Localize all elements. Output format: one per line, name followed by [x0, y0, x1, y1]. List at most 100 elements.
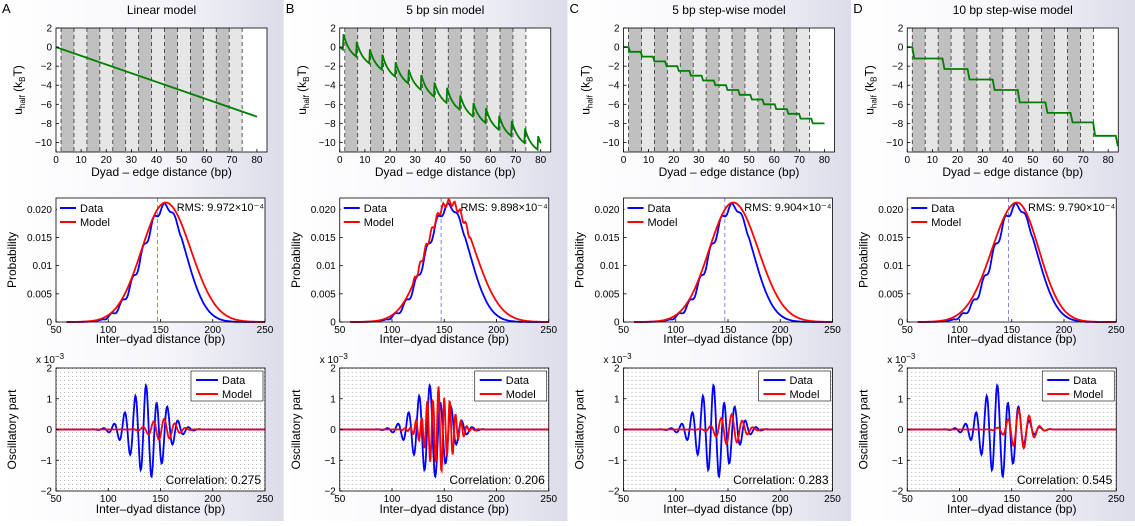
- y-axis-label: Probability: [573, 232, 587, 288]
- x-tick-label: 30: [977, 155, 989, 166]
- y-axis-label-part: half: [18, 94, 27, 108]
- legend-model-label: Model: [790, 389, 820, 401]
- model-distribution-line: [66, 201, 266, 323]
- panel-letter: B: [286, 1, 295, 16]
- energy-band: [370, 28, 384, 152]
- energy-band: [216, 28, 230, 152]
- x-tick-label: 0: [904, 155, 910, 166]
- y-axis-label: uhalf (kBT): [579, 65, 595, 115]
- x-tick-label: 250: [1108, 325, 1125, 336]
- y-tick-label: 1: [898, 394, 904, 405]
- y-tick-label: 2: [46, 364, 52, 375]
- y-tick-label: 2: [898, 24, 904, 35]
- y-axis-label-part: T): [11, 65, 25, 76]
- energy-frame: [55, 27, 268, 153]
- x-tick-label: 30: [693, 155, 705, 166]
- legend-model-label: Model: [506, 389, 536, 401]
- x-tick-label: 10: [927, 155, 939, 166]
- model-oscillation-line: [623, 412, 833, 446]
- legend-model-label: Model: [1073, 389, 1103, 401]
- y-axis-label-part: B: [18, 77, 27, 82]
- y-tick-label: −10: [319, 138, 336, 149]
- legend: Data Model: [624, 199, 681, 229]
- y-axis-label-part: u: [579, 108, 593, 115]
- energy-band: [203, 28, 217, 152]
- rms-label: RMS: 9.790×10⁻⁴: [1028, 202, 1116, 214]
- y-tick-label: 2: [614, 364, 620, 375]
- energy-frame: [906, 27, 1119, 153]
- x-tick-label: 40: [718, 155, 730, 166]
- y-axis-label-part: u: [862, 108, 876, 115]
- y-axis-label: uhalf (kBT): [11, 65, 27, 115]
- x-tick-label: 50: [460, 155, 472, 166]
- x-axis-label: Inter–dyad distance (bp): [663, 502, 792, 516]
- y-tick-label: −8: [892, 119, 904, 130]
- y-tick-label: 1: [614, 394, 620, 405]
- x-tick-label: 250: [540, 325, 557, 336]
- y-tick-label: 0.01: [884, 261, 904, 272]
- y-tick-label: −4: [608, 81, 620, 92]
- y-tick-label: 0: [330, 425, 336, 436]
- energy-band: [706, 28, 720, 152]
- y-axis-label-part: half: [869, 94, 878, 108]
- y-tick-label: 0: [898, 425, 904, 436]
- energy-band: [409, 28, 423, 152]
- energy-band: [164, 28, 178, 152]
- energy-band: [951, 28, 965, 152]
- oscillatory-axes: 2 1 0 −1 −250 100 150 200 250 Inter–dyad distance…: [289, 352, 558, 516]
- y-tick-label: −10: [603, 138, 620, 149]
- x-tick-label: 70: [226, 155, 238, 166]
- y-tick-label: 0: [330, 318, 336, 329]
- y-tick-label: 2: [330, 364, 336, 375]
- model-oscillation-line: [339, 386, 549, 475]
- legend: Data Model: [190, 370, 264, 402]
- legend: Data Model: [474, 370, 548, 402]
- x-tick-label: 200: [204, 325, 221, 336]
- x-tick-label: 70: [1078, 155, 1090, 166]
- x-tick-label: 50: [334, 494, 346, 505]
- y-tick-label: −1: [41, 456, 53, 467]
- x-tick-label: 150: [1003, 325, 1020, 336]
- legend: Data Model: [57, 199, 113, 229]
- y-tick-label: −2: [324, 487, 336, 498]
- energy-band: [487, 28, 501, 152]
- y-tick-label: 0: [46, 425, 52, 436]
- energy-band: [654, 28, 668, 152]
- x-tick-label: 20: [668, 155, 680, 166]
- legend-data-label: Data: [364, 203, 388, 215]
- legend-data-label: Data: [222, 375, 246, 387]
- y-axis-label-part: (k: [11, 81, 25, 95]
- y-axis-label-part: T): [862, 65, 876, 76]
- y-tick-label: −4: [41, 81, 53, 92]
- energy-band: [422, 28, 436, 152]
- model-distribution-line: [350, 198, 549, 323]
- x-tick-label: 50: [176, 155, 188, 166]
- panel-title: 10 bp step-wise model: [953, 3, 1073, 17]
- x-axis-label: Inter–dyad distance (bp): [96, 502, 225, 516]
- y-tick-label: 0: [898, 318, 904, 329]
- y-tick-label: 0.005: [27, 289, 52, 300]
- distribution-axes: 0 0.005 0.01 0.015 0.020 50 100 150 200 250 Inter–…: [573, 197, 841, 346]
- panel-letter: D: [853, 1, 862, 16]
- y-tick-label: 0.020: [27, 205, 52, 216]
- x-tick-label: 100: [384, 494, 401, 505]
- y-tick-label: −1: [324, 456, 336, 467]
- energy-band: [1028, 28, 1042, 152]
- y-tick-label: 0.015: [878, 233, 903, 244]
- y-tick-label: 0.020: [594, 205, 619, 216]
- model-oscillation-line: [56, 417, 265, 441]
- y-tick-label: 0.005: [311, 289, 336, 300]
- y-tick-label: 0.020: [878, 205, 903, 216]
- legend-box: [758, 370, 831, 402]
- x-tick-label: 200: [204, 494, 221, 505]
- y-tick-label: −2: [41, 62, 53, 73]
- y-axis-label-part: (k: [579, 81, 593, 95]
- legend: Data Model: [340, 199, 397, 229]
- correlation-label: Correlation: 0.275: [166, 473, 262, 487]
- legend-model-label: Model: [648, 217, 678, 229]
- energy-band: [138, 28, 152, 152]
- x-tick-label: 40: [435, 155, 447, 166]
- y-tick-label: −6: [608, 100, 620, 111]
- energy-band: [770, 28, 784, 152]
